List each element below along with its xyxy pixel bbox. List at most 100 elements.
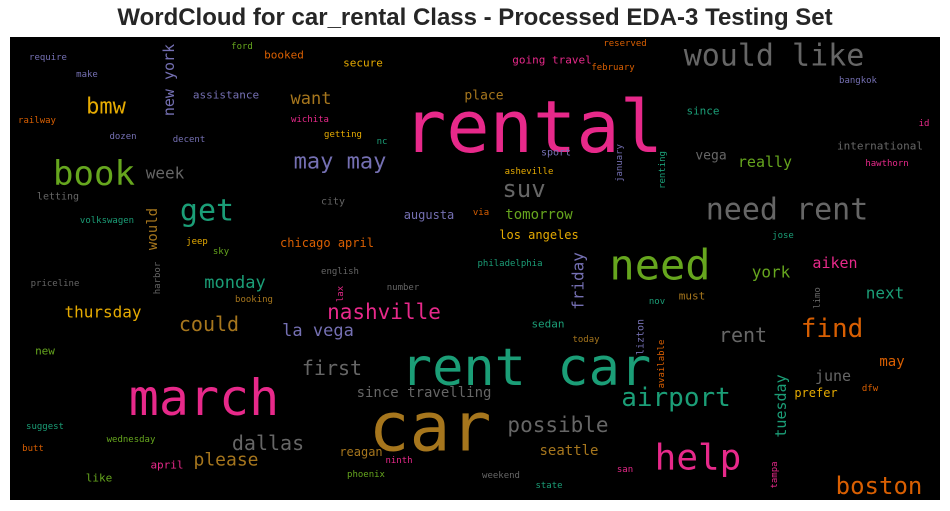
word-ninth: ninth [385, 456, 412, 466]
word-vega: vega [695, 149, 726, 164]
word-via: via [473, 208, 489, 218]
word-could: could [179, 312, 239, 336]
word-renting: renting [658, 151, 668, 189]
word-jose: jose [772, 231, 794, 241]
word-reagan: reagan [339, 445, 382, 459]
word-tuesday: tuesday [772, 374, 790, 437]
word-may: may [879, 354, 904, 370]
word-must: must [679, 290, 706, 303]
word-wednesday: wednesday [107, 435, 156, 445]
word-march: march [129, 369, 280, 427]
word-los-angeles: los angeles [499, 228, 578, 242]
word-volkswagen: volkswagen [80, 216, 134, 226]
word-reserved: reserved [603, 39, 646, 49]
word-philadelphia: philadelphia [477, 259, 542, 269]
word-booked: booked [264, 49, 304, 62]
word-get: get [180, 194, 234, 229]
word-rent: rent [719, 323, 767, 347]
word-city: city [321, 197, 345, 208]
word-hawthorn: hawthorn [865, 159, 908, 169]
word-place: place [464, 89, 503, 104]
word-bangkok: bangkok [839, 76, 878, 86]
word-sky: sky [213, 247, 230, 257]
word-wichita: wichita [291, 115, 329, 125]
word-railway: railway [18, 116, 57, 126]
word-rental: rental [403, 85, 663, 169]
word-week: week [146, 164, 185, 183]
word-chicago-april: chicago april [280, 236, 374, 250]
word-prefer: prefer [794, 386, 837, 400]
word-available: available [657, 340, 667, 389]
word-number: number [387, 283, 420, 293]
word-augusta: augusta [404, 208, 455, 222]
word-dallas: dallas [232, 431, 304, 455]
word-would: would [145, 208, 161, 250]
word-nashville: nashville [327, 300, 441, 324]
word-new: new [35, 345, 55, 358]
word-really: really [738, 153, 792, 171]
word-going-travel: going travel [512, 54, 591, 67]
word-friday: friday [569, 252, 588, 310]
word-state: state [535, 481, 562, 491]
word-new-york: new york [160, 44, 178, 116]
word-priceline: priceline [31, 279, 80, 289]
word-require: require [29, 53, 67, 63]
word-nov: nov [649, 297, 665, 307]
word-suggest: suggest [26, 422, 64, 432]
word-phoenix: phoenix [347, 470, 386, 480]
word-need: need [609, 241, 710, 290]
word-ford: ford [231, 42, 253, 52]
word-la-vega: la vega [282, 321, 354, 341]
word-please: please [193, 450, 258, 471]
word-weekend: weekend [482, 471, 520, 481]
chart-title: WordCloud for car_rental Class - Process… [117, 4, 833, 31]
word-monday: monday [204, 273, 265, 293]
word-letting: letting [37, 192, 79, 203]
word-san: san [617, 465, 633, 475]
word-secure: secure [343, 57, 383, 70]
word-getting: getting [324, 130, 362, 140]
word-dfw: dfw [862, 384, 879, 394]
word-id: id [919, 119, 930, 129]
word-first: first [302, 356, 362, 380]
word-aiken: aiken [812, 254, 857, 272]
word-make: make [76, 70, 98, 80]
word-today: today [572, 335, 600, 345]
word-since: since [686, 105, 719, 118]
word-york: york [752, 263, 791, 282]
word-sport: sport [541, 148, 571, 159]
word-tomorrow: tomorrow [505, 207, 573, 223]
word-boston: boston [836, 472, 923, 500]
word-next: next [866, 284, 905, 303]
word-lax: lax [336, 285, 346, 302]
word-butt: butt [22, 444, 44, 454]
word-jeep: jeep [186, 237, 208, 247]
word-possible: possible [507, 413, 608, 437]
word-june: june [815, 367, 851, 385]
word-help: help [655, 438, 742, 479]
word-would-like: would like [684, 39, 865, 74]
word-nc: nc [377, 137, 388, 147]
word-since-travelling: since travelling [357, 385, 492, 401]
word-april: april [150, 459, 183, 472]
word-rent-car: rent car [401, 338, 651, 398]
word-want: want [291, 89, 332, 109]
word-booking: booking [235, 295, 273, 305]
word-suv: suv [502, 175, 545, 203]
word-dozen: dozen [109, 132, 136, 142]
word-bmw: bmw [86, 95, 126, 120]
word-tampa: tampa [770, 461, 780, 488]
word-thursday: thursday [64, 303, 141, 322]
word-find: find [801, 314, 864, 344]
word-car: car [369, 389, 492, 468]
wordcloud-canvas: rental rent car car march need book help would … [10, 37, 940, 500]
word-limo: limo [813, 287, 823, 309]
word-february: february [591, 63, 635, 73]
word-asheville: asheville [505, 167, 554, 177]
word-may-may: may may [294, 150, 387, 175]
word-assistance: assistance [193, 89, 259, 102]
word-seattle: seattle [539, 443, 598, 459]
word-english: english [321, 267, 359, 277]
word-book: book [53, 154, 135, 194]
